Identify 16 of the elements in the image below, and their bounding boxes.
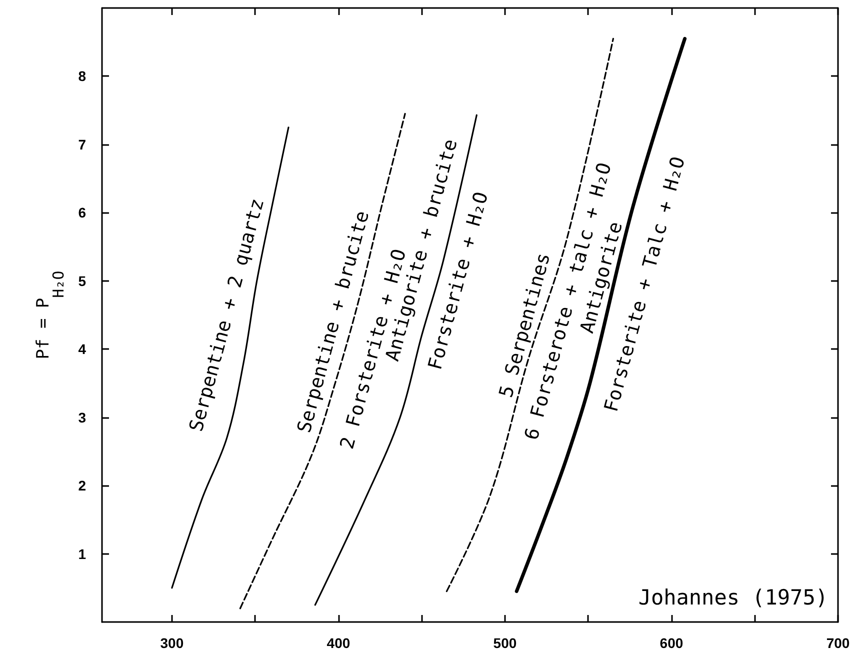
x-tick-label: 700 — [826, 635, 850, 651]
y-tick-label: 3 — [78, 409, 86, 426]
y-tick-label: 4 — [78, 341, 86, 358]
y-tick-label: 6 — [78, 204, 86, 221]
x-tick-label: 400 — [326, 635, 350, 651]
y-tick-label: 2 — [78, 478, 86, 494]
line-series — [171, 126, 290, 589]
annotation: Johannes (1975) — [638, 586, 828, 610]
y-tick-label: 1 — [78, 546, 86, 562]
x-tick-label: 300 — [160, 635, 184, 651]
y-tick-label: 5 — [78, 272, 86, 289]
y-axis-title: Pf = PH₂O — [34, 270, 68, 360]
x-tick-label: 500 — [493, 635, 517, 651]
y-tick-label: 8 — [78, 68, 86, 84]
y-tick-label: 7 — [78, 136, 86, 152]
x-tick-label: 600 — [660, 635, 684, 651]
